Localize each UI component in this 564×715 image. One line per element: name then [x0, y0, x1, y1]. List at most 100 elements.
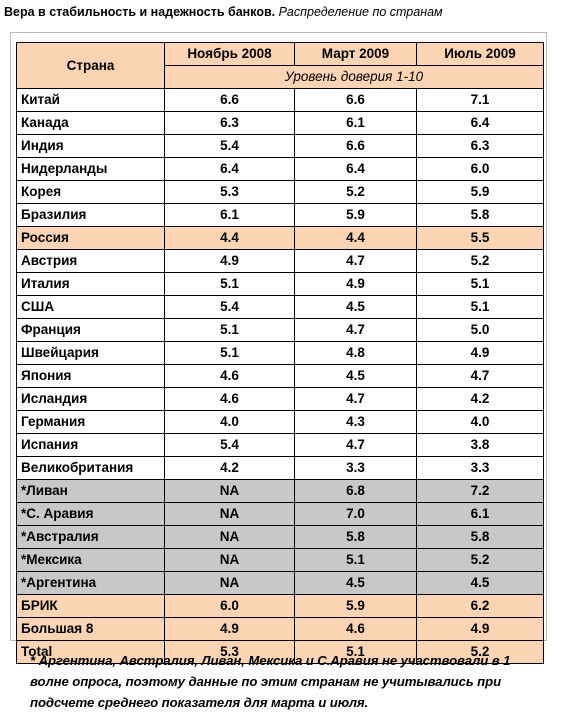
table-row: Большая 8 4.9 4.6 4.9	[16, 617, 544, 641]
value-cell: 5.9	[294, 594, 417, 618]
value-cell: 4.9	[416, 617, 544, 641]
country-cell: БРИК	[16, 594, 165, 618]
value-cell: 6.6	[164, 88, 295, 112]
table-row: Total 5.3 5.1 5.2	[16, 640, 544, 664]
value-cell: 6.4	[416, 111, 544, 135]
header-period: Июль 2009	[416, 42, 544, 66]
value-cell: 6.8	[294, 479, 417, 503]
table-row: Австрия 4.9 4.7 5.2	[16, 249, 544, 273]
table-row: Германия 4.0 4.3 4.0	[16, 410, 544, 434]
value-cell: 4.5	[294, 295, 417, 319]
country-cell: Япония	[16, 364, 165, 388]
value-cell: 5.8	[416, 525, 544, 549]
table-row: США 5.4 4.5 5.1	[16, 295, 544, 319]
country-cell: Испания	[16, 433, 165, 457]
table-row: Италия 5.1 4.9 5.1	[16, 272, 544, 296]
table-row: Бразилия 6.1 5.9 5.8	[16, 203, 544, 227]
value-cell: 4.9	[164, 249, 295, 273]
value-cell: 5.2	[416, 640, 544, 664]
country-cell: *Ливан	[16, 479, 165, 503]
table-row: Россия 4.4 4.4 5.5	[16, 226, 544, 250]
value-cell: 5.1	[164, 318, 295, 342]
table-row: Корея 5.3 5.2 5.9	[16, 180, 544, 204]
table-row: Нидерланды 6.4 6.4 6.0	[16, 157, 544, 181]
value-cell: 5.1	[294, 640, 417, 664]
value-cell: 6.1	[164, 203, 295, 227]
country-cell: *Австралия	[16, 525, 165, 549]
country-cell: США	[16, 295, 165, 319]
figure-heading: Вера в стабильность и надежность банков.…	[4, 4, 560, 20]
country-cell: Китай	[16, 88, 165, 112]
value-cell: 3.3	[294, 456, 417, 480]
value-cell: 6.6	[294, 88, 417, 112]
value-cell: 4.7	[416, 364, 544, 388]
value-cell: 4.8	[294, 341, 417, 365]
trust-table: Страна Ноябрь 2008 Март 2009 Июль 2009 У…	[16, 42, 544, 664]
table-row: Франция 5.1 4.7 5.0	[16, 318, 544, 342]
table-row: Испания 5.4 4.7 3.8	[16, 433, 544, 457]
value-cell: 6.0	[416, 157, 544, 181]
table-row: *Ливан NA 6.8 7.2	[16, 479, 544, 503]
value-cell: NA	[164, 479, 295, 503]
table-row: Индия 5.4 6.6 6.3	[16, 134, 544, 158]
value-cell: 5.9	[416, 180, 544, 204]
figure-subtitle: Распределение по странам	[278, 5, 443, 19]
value-cell: NA	[164, 548, 295, 572]
value-cell: 4.0	[164, 410, 295, 434]
value-cell: 5.4	[164, 134, 295, 158]
country-cell: Нидерланды	[16, 157, 165, 181]
value-cell: 7.1	[416, 88, 544, 112]
value-cell: NA	[164, 525, 295, 549]
footnote: * Аргентина, Австралия, Ливан, Мексика и…	[30, 653, 511, 710]
table-row: Китай 6.6 6.6 7.1	[16, 88, 544, 112]
country-cell: Корея	[16, 180, 165, 204]
value-cell: 6.4	[164, 157, 295, 181]
value-cell: 5.4	[164, 295, 295, 319]
value-cell: 4.9	[294, 272, 417, 296]
value-cell: 4.4	[164, 226, 295, 250]
value-cell: 4.4	[294, 226, 417, 250]
value-cell: 6.0	[164, 594, 295, 618]
country-cell: Швейцария	[16, 341, 165, 365]
country-cell: Исландия	[16, 387, 165, 411]
value-cell: 5.1	[416, 295, 544, 319]
value-cell: 4.3	[294, 410, 417, 434]
value-cell: 4.7	[294, 249, 417, 273]
table-body: Китай 6.6 6.6 7.1 Канада 6.3 6.1 6.4 Индия 5.4 6.6…	[16, 88, 544, 664]
value-cell: 4.0	[416, 410, 544, 434]
value-cell: 5.1	[164, 341, 295, 365]
table-row: *Австралия NA 5.8 5.8	[16, 525, 544, 549]
header-row: Страна Ноябрь 2008 Март 2009 Июль 2009	[16, 42, 544, 89]
value-cell: 5.1	[294, 548, 417, 572]
country-cell: Канада	[16, 111, 165, 135]
value-cell: 6.3	[416, 134, 544, 158]
value-cell: 4.5	[416, 571, 544, 595]
value-cell: 5.8	[294, 525, 417, 549]
value-cell: 6.4	[294, 157, 417, 181]
value-cell: 7.0	[294, 502, 417, 526]
value-cell: 4.7	[294, 387, 417, 411]
figure-title: Вера в стабильность и надежность банков.	[4, 5, 276, 19]
value-cell: 4.2	[416, 387, 544, 411]
table-row: *Аргентина NA 4.5 4.5	[16, 571, 544, 595]
country-cell: Бразилия	[16, 203, 165, 227]
table-row: Исландия 4.6 4.7 4.2	[16, 387, 544, 411]
value-cell: 4.5	[294, 364, 417, 388]
value-cell: 4.2	[164, 456, 295, 480]
value-cell: 3.8	[416, 433, 544, 457]
country-cell: Франция	[16, 318, 165, 342]
header-country: Страна	[16, 42, 165, 89]
country-cell: Австрия	[16, 249, 165, 273]
value-cell: 5.3	[164, 640, 295, 664]
value-cell: 5.2	[416, 548, 544, 572]
header-period: Март 2009	[294, 42, 417, 66]
value-cell: 6.3	[164, 111, 295, 135]
table-row: Швейцария 5.1 4.8 4.9	[16, 341, 544, 365]
value-cell: 5.0	[416, 318, 544, 342]
value-cell: 6.6	[294, 134, 417, 158]
value-cell: NA	[164, 502, 295, 526]
table-row: Великобритания 4.2 3.3 3.3	[16, 456, 544, 480]
value-cell: 4.6	[164, 387, 295, 411]
table-row: Япония 4.6 4.5 4.7	[16, 364, 544, 388]
value-cell: 6.1	[416, 502, 544, 526]
